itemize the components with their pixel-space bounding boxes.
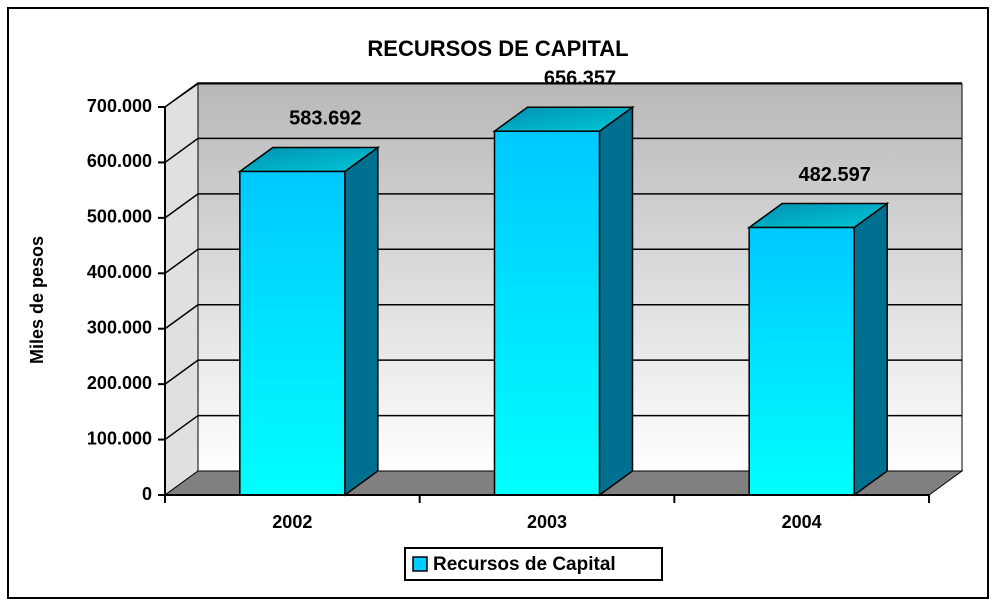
- y-tick-label: 700.000: [87, 96, 152, 116]
- grid-line: [164, 82, 962, 108]
- x-tick-label: 2002: [272, 512, 312, 532]
- legend-swatch: [412, 556, 428, 572]
- y-axis-label: Miles de pesos: [27, 236, 47, 364]
- grid-line: [164, 248, 962, 274]
- value-label: 482.597: [799, 164, 871, 186]
- bar-side: [853, 202, 888, 497]
- y-tick-label: 600.000: [87, 151, 152, 171]
- x-tick-label: 2004: [782, 512, 822, 532]
- grid-line: [164, 137, 962, 164]
- y-tick-label: 100.000: [87, 428, 152, 448]
- legend-label: Recursos de Capital: [433, 554, 616, 575]
- y-tick-label: 200.000: [87, 373, 152, 393]
- value-label: 583.692: [289, 108, 361, 130]
- bar-side: [598, 105, 634, 497]
- x-tick-label: 2003: [527, 512, 567, 532]
- grid-line: [164, 303, 962, 330]
- y-tick-label: 400.000: [87, 262, 152, 282]
- y-tick-label: 300.000: [87, 317, 152, 337]
- bar: [748, 226, 855, 496]
- grid-line: [164, 193, 962, 219]
- grid-line: [164, 414, 962, 441]
- chart-title: RECURSOS DE CAPITAL: [367, 36, 628, 61]
- bar: [493, 130, 601, 496]
- y-tick-label: 0: [142, 484, 152, 504]
- bar-side: [344, 145, 379, 497]
- legend: [404, 547, 663, 581]
- y-tick-label: 500.000: [87, 207, 152, 227]
- bars: [237, 105, 890, 497]
- side-wall: [164, 83, 199, 496]
- value-label: 656.357: [544, 67, 616, 89]
- grid: [164, 82, 962, 441]
- grid-line: [164, 359, 962, 385]
- bar: [239, 170, 346, 496]
